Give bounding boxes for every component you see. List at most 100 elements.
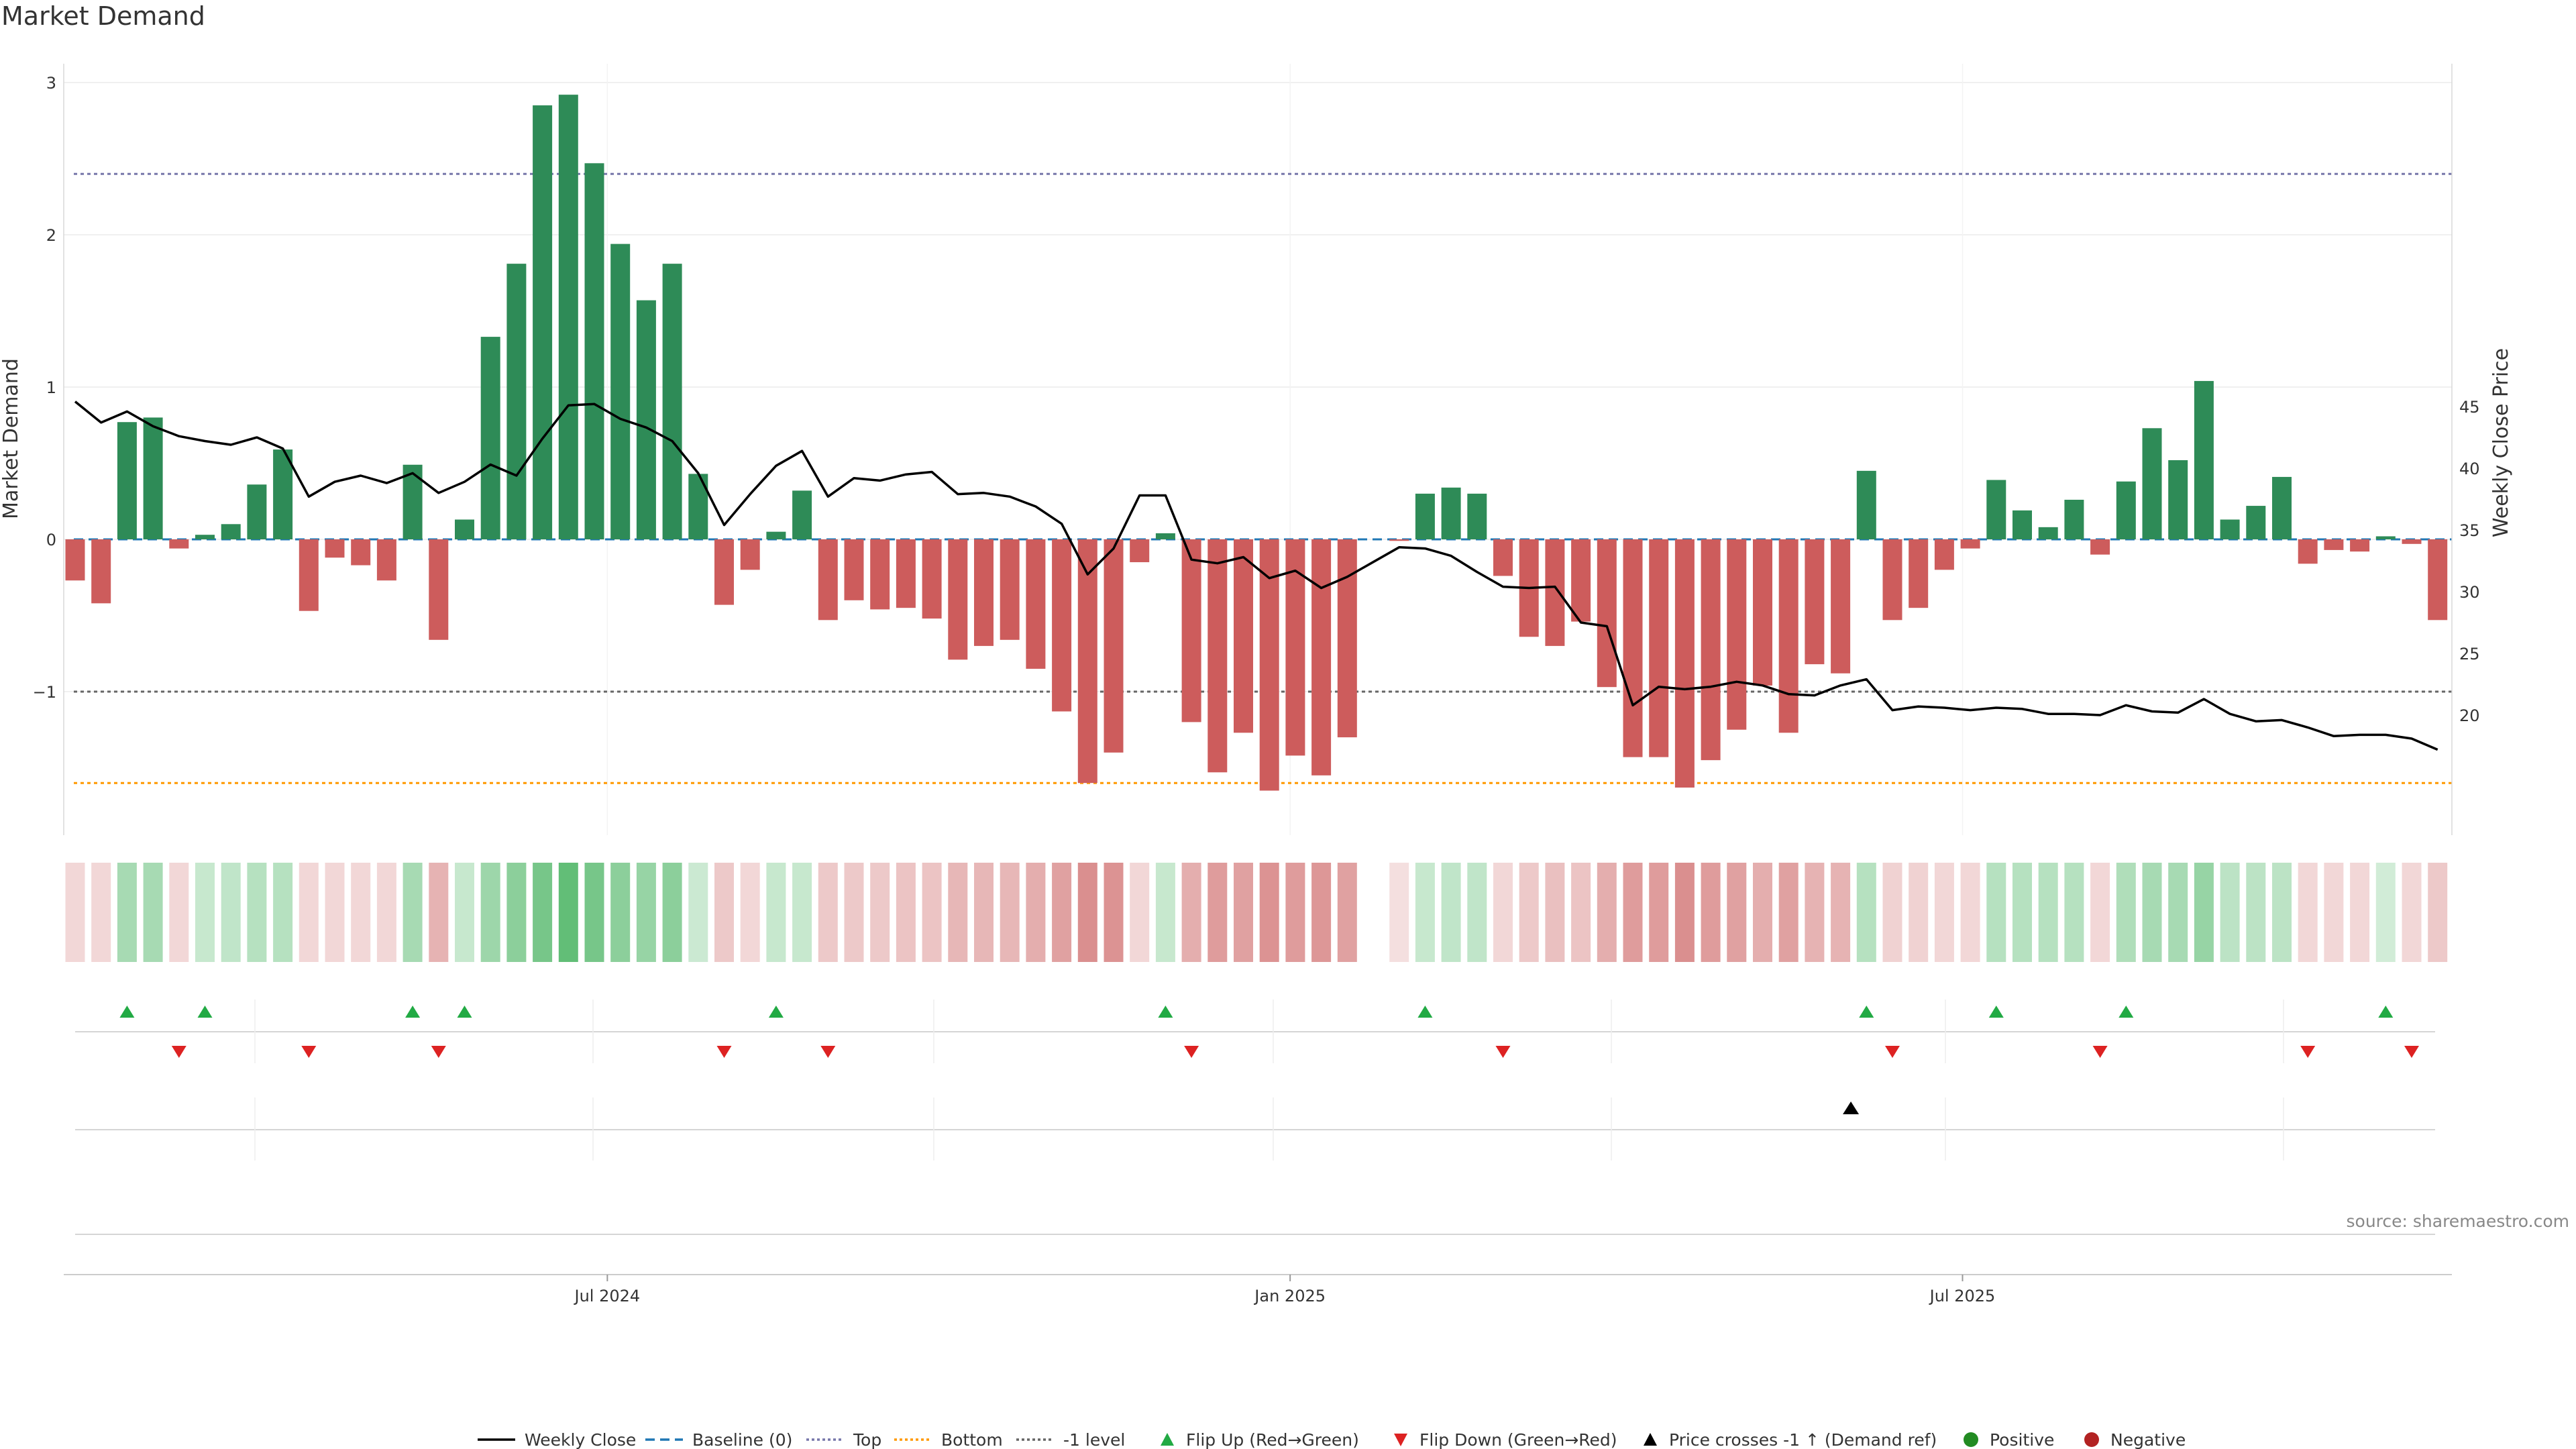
flip-down-marker <box>431 1046 446 1058</box>
strip-cell <box>1389 863 1409 962</box>
flip-down-marker <box>301 1046 317 1058</box>
flip-up-marker <box>1417 1006 1433 1018</box>
legend-item: Weekly Close <box>478 1430 636 1449</box>
strip-cell <box>2038 863 2058 962</box>
demand-bar-negative <box>65 539 85 581</box>
strip-cell <box>143 863 163 962</box>
demand-bar-positive <box>558 95 578 539</box>
flip-up-marker <box>2378 1006 2394 1018</box>
demand-bar-negative <box>1778 539 1799 733</box>
strip-cell <box>2272 863 2292 962</box>
demand-bar-negative <box>1234 539 1253 733</box>
demand-bar-negative <box>2298 539 2318 564</box>
strip-cell <box>1805 863 1825 962</box>
demand-bar-negative <box>1882 539 1902 621</box>
demand-bar-negative <box>376 539 396 581</box>
flip-down-marker <box>716 1046 732 1058</box>
demand-bar-negative <box>1623 539 1643 757</box>
flip-down-marker <box>2092 1046 2108 1058</box>
strip-cell <box>480 863 500 962</box>
demand-bar-negative <box>1077 539 1097 784</box>
demand-bar-positive <box>455 519 474 539</box>
strip-cell <box>1052 863 1072 962</box>
demand-bar-negative <box>1909 539 1929 608</box>
flip-down-marker <box>2404 1046 2419 1058</box>
legend-tri-up-swatch <box>1644 1433 1657 1446</box>
demand-bar-negative <box>974 539 994 646</box>
chart-title: Market Demand <box>1 1 205 31</box>
demand-bar-positive <box>636 300 656 539</box>
demand-bar-negative <box>91 539 111 604</box>
strip-cell <box>429 863 449 962</box>
demand-bar-negative <box>1934 539 1954 570</box>
strip-cell <box>221 863 241 962</box>
legend-label: Flip Up (Red→Green) <box>1186 1430 1359 1449</box>
strip-cell <box>766 863 786 962</box>
demand-bar-positive <box>584 163 604 539</box>
strip-cell <box>1934 863 1954 962</box>
demand-bar-negative <box>1831 539 1851 674</box>
demand-bar-negative <box>1805 539 1825 665</box>
strip-cell <box>1701 863 1721 962</box>
legend-label: Price crosses -1 ↑ (Demand ref) <box>1669 1430 1937 1449</box>
strip-cell <box>2220 863 2240 962</box>
legend-item: Bottom <box>894 1430 1003 1449</box>
legend-label: Flip Down (Green→Red) <box>1419 1430 1617 1449</box>
strip-cell <box>1026 863 1046 962</box>
demand-bar-positive <box>662 264 682 539</box>
demand-bar-negative <box>1597 539 1617 688</box>
strip-cell <box>1778 863 1799 962</box>
demand-bar-negative <box>2402 539 2422 544</box>
legend-label: -1 level <box>1063 1430 1125 1449</box>
weekly-close-line <box>74 400 2438 751</box>
demand-bar-positive <box>221 524 241 539</box>
legend-dot-swatch <box>1964 1432 1978 1447</box>
legend-label: Negative <box>2110 1430 2186 1449</box>
demand-bar-positive <box>688 474 708 539</box>
demand-bar-negative <box>1000 539 1020 640</box>
strip-cell <box>1234 863 1253 962</box>
legend-tri-up-swatch <box>1161 1433 1174 1446</box>
legend-dot-swatch <box>2084 1432 2099 1447</box>
grid-layer <box>64 64 2452 835</box>
y2-axis-title: Weekly Close Price <box>2489 348 2513 537</box>
strip-cell <box>65 863 85 962</box>
demand-bar-positive <box>1441 487 1461 539</box>
demand-bar-positive <box>1986 480 2006 539</box>
strip-cell <box>2428 863 2448 962</box>
strip-cell <box>662 863 682 962</box>
demand-bar-negative <box>1026 539 1046 669</box>
demand-bar-positive <box>247 484 267 539</box>
demand-bar-positive <box>2038 527 2058 539</box>
strip-cell <box>2324 863 2344 962</box>
strip-cell <box>2116 863 2136 962</box>
strip-cell <box>688 863 708 962</box>
flip-up-marker <box>197 1006 213 1018</box>
demand-bar-negative <box>896 539 916 608</box>
demand-bar-negative <box>2350 539 2370 552</box>
y2-tick-label: 20 <box>2459 706 2480 725</box>
demand-bar-negative <box>1104 539 1124 753</box>
demand-bar-positive <box>2168 460 2188 539</box>
strip-cell <box>325 863 345 962</box>
strip-cell <box>948 863 968 962</box>
demand-bar-negative <box>870 539 890 610</box>
legend-item: Flip Down (Green→Red) <box>1394 1430 1617 1449</box>
strip-cell <box>1882 863 1902 962</box>
strip-cell <box>1130 863 1150 962</box>
source-note: source: sharemaestro.com <box>2346 1212 2570 1231</box>
strip-cell <box>1856 863 1876 962</box>
demand-bar-positive <box>792 490 812 539</box>
strip-cell <box>1960 863 1980 962</box>
strip-cell <box>818 863 838 962</box>
demand-bar-negative <box>922 539 942 619</box>
demand-bar-negative <box>1701 539 1721 761</box>
strip-cell <box>1285 863 1305 962</box>
y-tick-label: 3 <box>46 74 56 93</box>
strip-cell <box>195 863 215 962</box>
strip-cell <box>1259 863 1279 962</box>
flip-up-marker <box>1859 1006 1874 1018</box>
demand-bar-positive <box>2246 506 2266 539</box>
demand-bar-negative <box>351 539 371 566</box>
